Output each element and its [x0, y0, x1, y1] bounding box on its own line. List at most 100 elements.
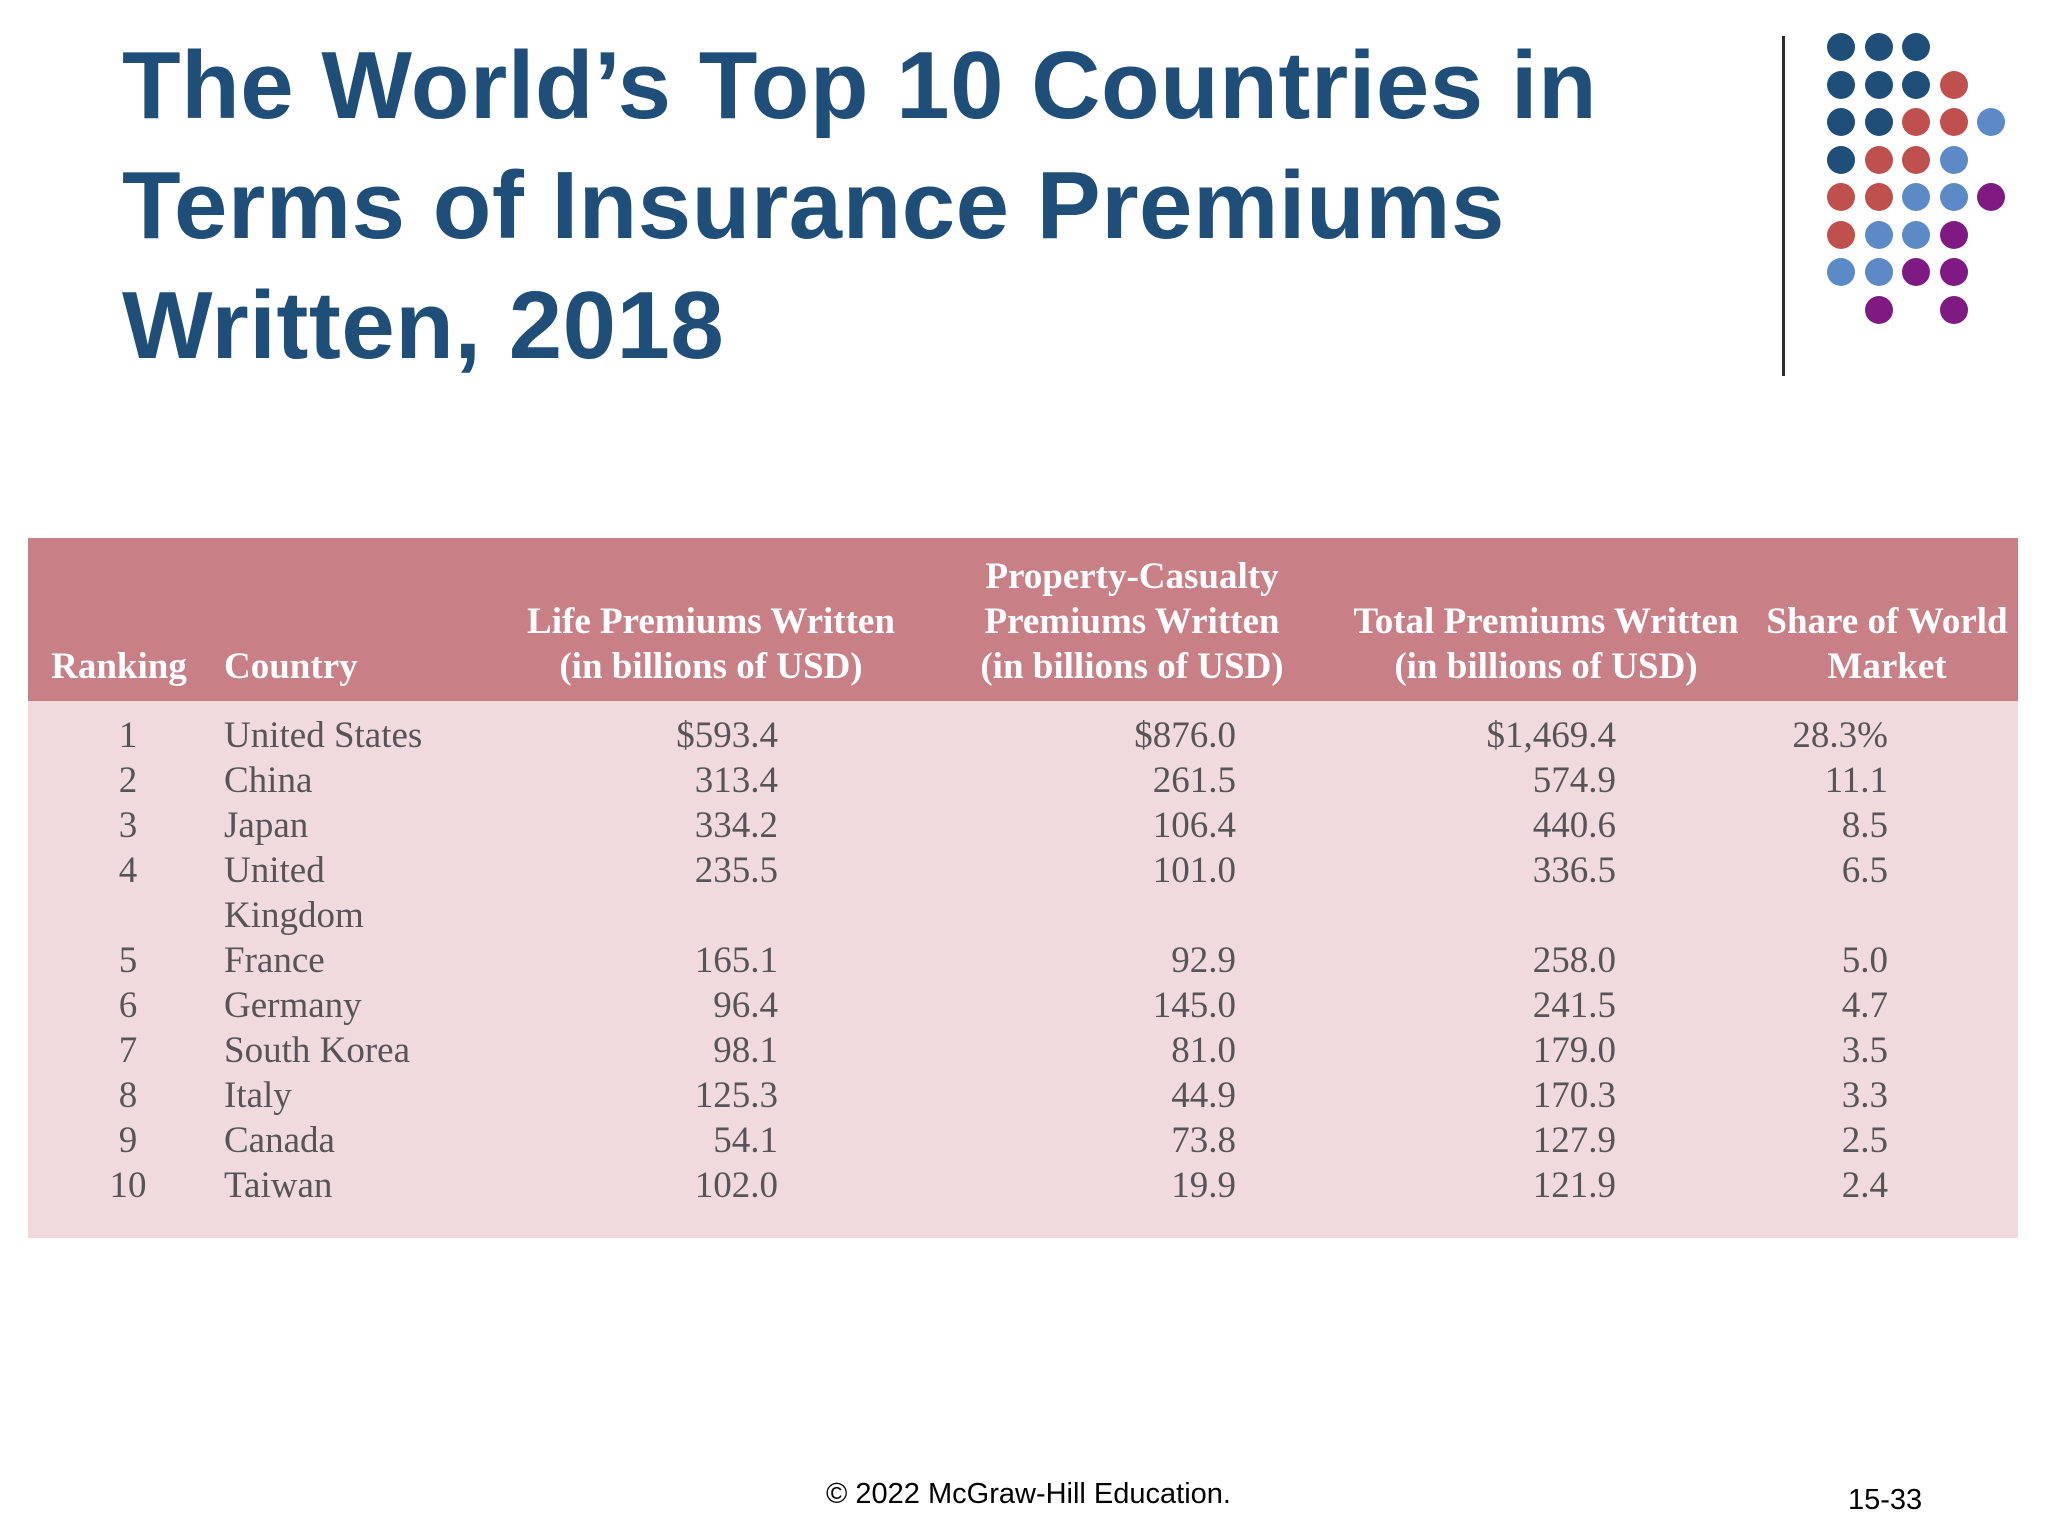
cell-world-share-text: 2.5	[1841, 1120, 1888, 1161]
cell-pc-premiums: 101.0	[928, 848, 1336, 938]
cell-ranking-text: 3	[118, 805, 138, 846]
decorative-dot	[1902, 70, 1930, 99]
cell-pc-premiums-text: 92.9	[1171, 940, 1236, 981]
cell-ranking: 6	[28, 983, 210, 1028]
decorative-dot	[1827, 108, 1855, 136]
header-share-line: Share of World	[1766, 601, 2008, 642]
cell-country: China	[210, 758, 494, 803]
cell-life-premiums: 313.4	[494, 758, 928, 803]
cell-world-share-text: 4.7	[1841, 985, 1888, 1026]
decorative-dot	[1864, 295, 1893, 324]
table-row: 10 Taiwan 102.0 19.9 121.9 2.4	[28, 1163, 2018, 1208]
table-row: 7 South Korea 98.1 81.0 179.0 3.5	[28, 1028, 2018, 1073]
cell-total-premiums-text: 121.9	[1532, 1165, 1616, 1206]
cell-total-premiums-text: 574.9	[1532, 760, 1616, 801]
decorative-dot	[1902, 33, 1930, 61]
cell-total-premiums-text: 127.9	[1532, 1120, 1616, 1161]
cell-life-premiums: 125.3	[494, 1073, 928, 1118]
cell-world-share: 28.3%	[1756, 701, 2018, 758]
decorative-dot	[1827, 258, 1855, 286]
title-line: Written, 2018	[122, 272, 725, 379]
decorative-dot	[1827, 70, 1855, 99]
decorative-dot	[1902, 220, 1930, 249]
cell-world-share-text: 28.3%	[1792, 715, 1888, 756]
cell-ranking-text: 2	[118, 760, 138, 801]
cell-ranking: 10	[28, 1163, 210, 1208]
slide-title: The World’s Top 10 Countries in Terms of…	[122, 26, 1722, 386]
header-total-line: (in billions of USD)	[1394, 646, 1698, 687]
cell-country-text: Taiwan	[224, 1165, 333, 1206]
cell-total-premiums-text: $1,469.4	[1486, 715, 1617, 756]
cell-ranking: 1	[28, 701, 210, 758]
cell-life-premiums: 98.1	[494, 1028, 928, 1073]
cell-pc-premiums-text: 261.5	[1152, 760, 1236, 801]
cell-ranking-text: 4	[118, 850, 138, 891]
cell-pc-premiums-text: 101.0	[1152, 850, 1236, 891]
cell-world-share-text: 2.4	[1841, 1165, 1888, 1206]
cell-world-share: 6.5	[1756, 848, 2018, 938]
cell-pc-premiums: $876.0	[928, 701, 1336, 758]
table-row: 5 France 165.1 92.9 258.0 5.0	[28, 938, 2018, 983]
cell-life-premiums: 102.0	[494, 1163, 928, 1208]
cell-pc-premiums: 106.4	[928, 803, 1336, 848]
cell-world-share-text: 6.5	[1841, 850, 1888, 891]
cell-country: Japan	[210, 803, 494, 848]
decorative-dot	[1864, 183, 1893, 211]
cell-world-share-text: 8.5	[1841, 805, 1888, 846]
cell-country-text: Italy	[224, 1075, 292, 1116]
cell-country-text: Japan	[224, 805, 309, 846]
cell-total-premiums: 170.3	[1336, 1073, 1756, 1118]
table-row: 3 Japan 334.2 106.4 440.6 8.5	[28, 803, 2018, 848]
cell-pc-premiums: 92.9	[928, 938, 1336, 983]
cell-ranking: 8	[28, 1073, 210, 1118]
cell-life-premiums-text: 165.1	[694, 940, 778, 981]
cell-life-premiums-text: 102.0	[694, 1165, 778, 1206]
cell-ranking: 3	[28, 803, 210, 848]
table-row: 8 Italy 125.3 44.9 170.3 3.3	[28, 1073, 2018, 1118]
cell-ranking-text: 8	[118, 1075, 138, 1116]
decorative-dot	[1939, 108, 1968, 136]
table-row: 1 United States $593.4 $876.0 $1,469.4 28.3%	[28, 701, 2018, 758]
cell-pc-premiums: 44.9	[928, 1073, 1336, 1118]
decorative-dot	[1939, 295, 1968, 324]
cell-pc-premiums-text: 73.8	[1171, 1120, 1236, 1161]
footer-page-number: 15-33	[1848, 1484, 1923, 1516]
cell-world-share-text: 11.1	[1824, 760, 1888, 801]
cell-ranking-text: 10	[109, 1165, 147, 1206]
decorative-dot	[1902, 108, 1930, 136]
cell-pc-premiums-text: 81.0	[1171, 1030, 1236, 1071]
premiums-table-panel: Ranking Country Life Premiums Written (i…	[28, 538, 2018, 1238]
decorative-dot	[1864, 108, 1893, 136]
decorative-dot	[1864, 258, 1893, 286]
header-share-line: Market	[1827, 646, 1947, 687]
cell-total-premiums: 258.0	[1336, 938, 1756, 983]
cell-ranking: 4	[28, 848, 210, 938]
cell-pc-premiums-text: 106.4	[1152, 805, 1236, 846]
cell-life-premiums: $593.4	[494, 701, 928, 758]
cell-pc-premiums-text: $876.0	[1134, 715, 1236, 756]
cell-world-share: 5.0	[1756, 938, 2018, 983]
cell-life-premiums-text: 235.5	[694, 850, 778, 891]
cell-total-premiums: 336.5	[1336, 848, 1756, 938]
cell-world-share: 2.5	[1756, 1118, 2018, 1163]
header-life-line: Life Premiums Written	[527, 601, 895, 642]
table-row: 9 Canada 54.1 73.8 127.9 2.5	[28, 1118, 2018, 1163]
cell-life-premiums: 165.1	[494, 938, 928, 983]
cell-country: South Korea	[210, 1028, 494, 1073]
decorative-dot	[1902, 145, 1930, 174]
decorative-dot	[1939, 183, 1968, 211]
cell-country: United States	[210, 701, 494, 758]
cell-life-premiums: 334.2	[494, 803, 928, 848]
cell-world-share-text: 3.3	[1841, 1075, 1888, 1116]
cell-country: Taiwan	[210, 1163, 494, 1208]
table-row: 4 United Kingdom 235.5 101.0 336.5 6.5	[28, 848, 2018, 938]
table-row: 2 China 313.4 261.5 574.9 11.1	[28, 758, 2018, 803]
cell-total-premiums: 121.9	[1336, 1163, 1756, 1208]
cell-world-share: 4.7	[1756, 983, 2018, 1028]
cell-life-premiums: 235.5	[494, 848, 928, 938]
header-pc-line: Premiums Written	[984, 601, 1280, 642]
cell-world-share: 8.5	[1756, 803, 2018, 848]
cell-world-share: 3.5	[1756, 1028, 2018, 1073]
cell-ranking-text: 5	[118, 940, 138, 981]
decorative-dot	[1977, 108, 2005, 136]
